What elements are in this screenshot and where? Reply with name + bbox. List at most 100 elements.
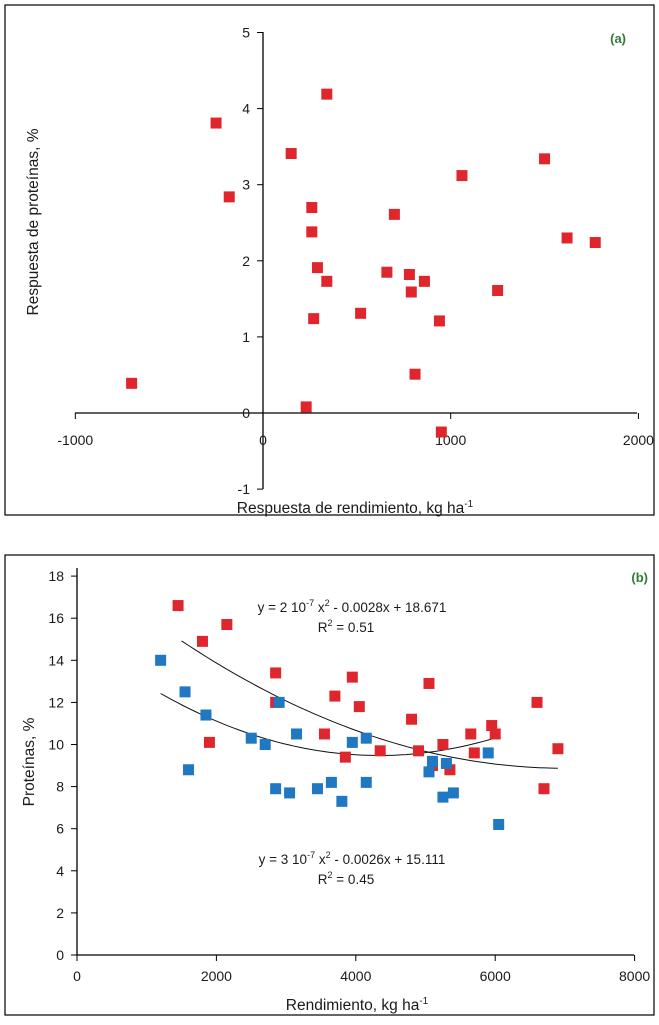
panel-a-point (589, 237, 601, 249)
red-series-point (489, 728, 501, 740)
panel-a-point (223, 191, 235, 203)
panel-b-y-tick-label: 6 (56, 821, 64, 837)
panel-a-point (126, 377, 138, 389)
panel-a-y-tick-label: 3 (242, 177, 250, 193)
red-series-point (423, 677, 435, 689)
panel-b-y-axis-title: Proteínas, % (21, 717, 38, 806)
blue-series-point (155, 654, 167, 666)
panel-a-y-tick-label: 0 (242, 405, 250, 421)
blue-series-point (493, 818, 505, 830)
panel-b-border (4, 554, 655, 1016)
blue-series-point (179, 686, 191, 698)
blue-series-point (270, 783, 282, 795)
blue-series-point (360, 732, 372, 744)
red-fit-equation: y = 2 10-7 x2 - 0.0028x + 18.671 (258, 598, 447, 615)
panel-b-y-tick-label: 2 (56, 905, 64, 921)
panel-a-point (492, 284, 504, 296)
panel-b-y-tick-label: 18 (48, 568, 64, 584)
panel-a-point (539, 153, 551, 165)
blue-series-point (245, 732, 257, 744)
panel-a-y-tick-label: 1 (242, 329, 250, 345)
red-series-point (552, 743, 564, 755)
panel-a-y-tick-label: 4 (242, 101, 250, 117)
panel-a-point (321, 88, 333, 100)
red-series-point (468, 747, 480, 759)
panel-a-x-tick-label: 0 (259, 432, 267, 448)
blue-series-point (346, 736, 358, 748)
red-series-point (531, 696, 543, 708)
blue-series-point (325, 776, 337, 788)
blue-series-point (482, 747, 494, 759)
red-fit-r2: R2 = 0.51 (318, 618, 374, 635)
red-series-point (406, 713, 418, 725)
panel-a-y-tick-label: -1 (238, 481, 251, 497)
red-fit-curve (181, 640, 558, 769)
blue-fit-r2: R2 = 0.45 (318, 870, 374, 887)
panel-a-point (388, 208, 400, 220)
panel-a-point (418, 275, 430, 287)
panel-a-point (433, 315, 445, 327)
panel-a-point (210, 117, 222, 129)
red-series-point (318, 728, 330, 740)
panel-a-point (321, 275, 333, 287)
panel-a-point (381, 266, 393, 278)
blue-series-point (437, 791, 449, 803)
red-series-point (172, 600, 184, 612)
panel-a-point (285, 147, 297, 159)
panel-a-point (306, 202, 318, 214)
blue-series-point (440, 757, 452, 769)
panel-a-point (456, 170, 468, 182)
red-series-point (346, 671, 358, 683)
panel-a-point (435, 426, 447, 438)
panel-a-y-tick-label: 2 (242, 253, 250, 269)
panel-b-y-tick-label: 10 (48, 737, 64, 753)
panel-a-point (308, 313, 320, 325)
panel-b-y-tick-label: 14 (48, 652, 64, 668)
blue-series-point (273, 696, 285, 708)
red-series-point (353, 701, 365, 713)
red-series-point (538, 783, 550, 795)
panel-b-x-tick-label: 8000 (619, 968, 650, 984)
red-series-point (329, 690, 341, 702)
panel-b-x-tick-label: 4000 (340, 968, 371, 984)
panel-b-y-tick-label: 4 (56, 863, 64, 879)
blue-fit-curve (160, 693, 496, 756)
red-series-point (437, 739, 449, 750)
red-series-point (374, 745, 386, 757)
panel-a-point (311, 262, 323, 274)
panel-a-point (409, 368, 421, 380)
red-series-point (444, 764, 456, 776)
panel-b-x-tick-label: 0 (73, 968, 81, 984)
panel-a-x-tick-label: -1000 (57, 432, 93, 448)
blue-series-point (291, 728, 303, 740)
panel-b-x-tick-label: 2000 (201, 968, 232, 984)
panel-b-y-tick-label: 12 (48, 694, 64, 710)
red-series-point (413, 745, 425, 757)
panel-a-label: (a) (610, 31, 626, 46)
panel-a-point (403, 268, 415, 280)
panel-b-y-tick-label: 8 (56, 779, 64, 795)
panel-a-point (300, 401, 312, 413)
panel-a-point (561, 232, 573, 244)
blue-fit-equation: y = 3 10-7 x2 - 0.0026x + 15.111 (259, 850, 446, 867)
red-series-point (221, 619, 233, 631)
blue-series-point (423, 766, 435, 778)
red-series-point (203, 736, 215, 748)
blue-series-point (284, 787, 296, 799)
red-series-point (196, 635, 208, 647)
panel-a-x-axis-title: Respuesta de rendimiento, kg ha-1 (237, 499, 474, 517)
panel-b-x-axis-title: Rendimiento, kg ha-1 (286, 996, 429, 1014)
red-series-point (339, 751, 351, 763)
panel-a-x-tick-label: 2000 (623, 432, 654, 448)
panel-a-y-tick-label: 5 (242, 25, 250, 41)
panel-a-point (355, 307, 367, 319)
panel-b-x-tick-label: 6000 (480, 968, 511, 984)
panel-b-y-tick-label: 16 (48, 610, 64, 626)
panel-a-point (405, 286, 417, 298)
blue-series-point (360, 776, 372, 788)
panel-b-y-tick-label: 0 (56, 947, 64, 963)
blue-series-point (447, 787, 459, 799)
blue-series-point (336, 795, 348, 807)
